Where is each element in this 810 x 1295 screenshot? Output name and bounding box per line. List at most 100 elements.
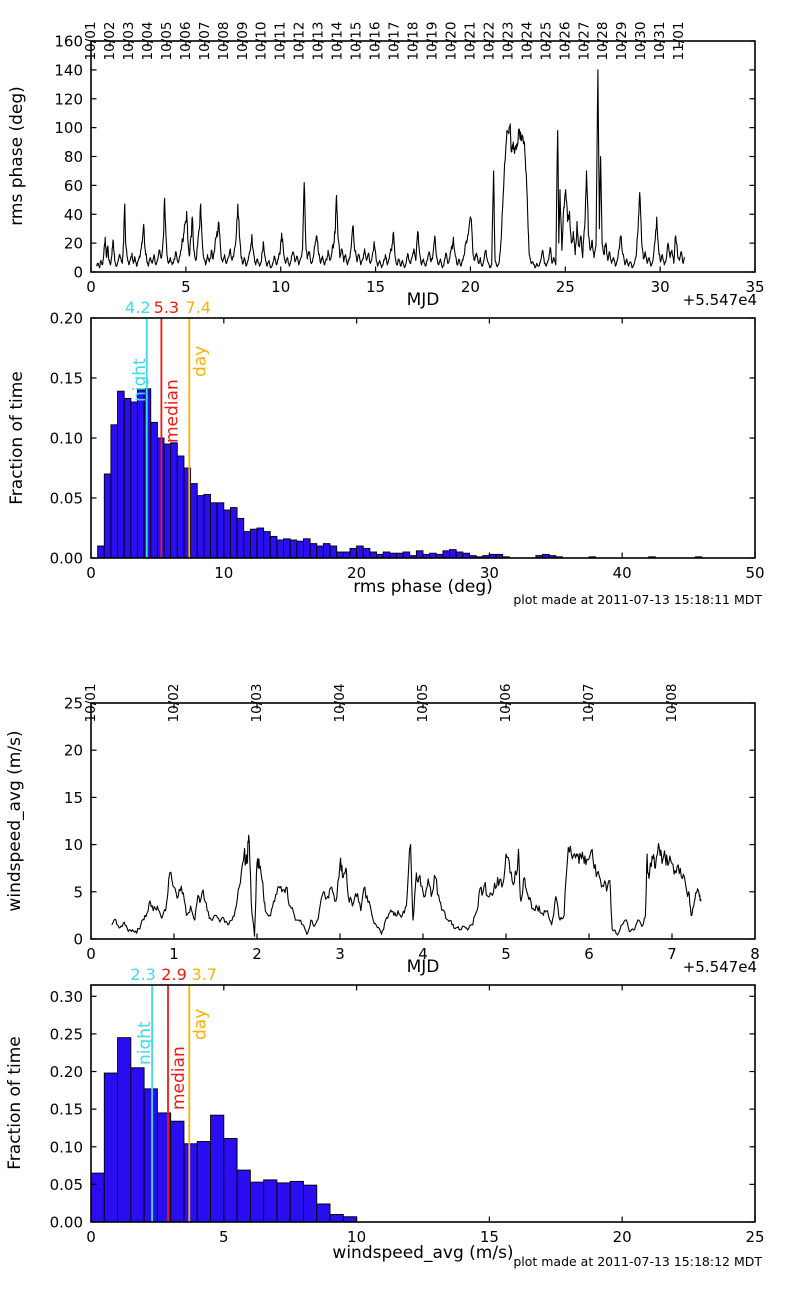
night-value-label: 4.2 <box>125 298 150 317</box>
y-tick-label: 40 <box>64 206 83 224</box>
date-label: 10/14 <box>330 22 346 61</box>
date-label: 11/01 <box>671 22 687 61</box>
y-tick-label: 0.15 <box>50 370 83 388</box>
windspeed-histogram-xlabel: windspeed_avg (m/s) <box>332 1243 513 1263</box>
x-tick-label: 10 <box>214 564 233 582</box>
histogram-bar <box>163 443 172 559</box>
plot-timestamp: plot made at 2011-07-13 15:18:11 MDT <box>513 592 762 607</box>
histogram-bar <box>303 538 311 559</box>
histogram-bar <box>130 401 138 559</box>
y-tick-label: 0.05 <box>50 1176 83 1194</box>
histogram-bar <box>223 1138 238 1223</box>
date-label: 10/27 <box>576 22 592 61</box>
x-tick-label: 25 <box>745 1228 764 1246</box>
night-value-label: 2.3 <box>130 965 155 984</box>
histogram-bar <box>349 547 358 559</box>
date-label: 10/06 <box>498 684 514 723</box>
histogram-bar <box>283 538 291 559</box>
y-tick-label: 25 <box>64 695 83 713</box>
date-label: 10/05 <box>415 684 431 723</box>
x-tick-label: 7 <box>667 945 677 963</box>
x-tick-label: 30 <box>651 278 670 296</box>
histogram-bar <box>223 509 231 559</box>
histogram-bar <box>103 473 112 559</box>
x-tick-label: 20 <box>613 1228 632 1246</box>
windspeed-timeseries-ylabel: windspeed_avg (m/s) <box>5 730 25 911</box>
x-axis-offset-label: +5.547e4 <box>683 958 757 976</box>
histogram-bar <box>316 1203 331 1223</box>
histogram-bar <box>150 421 158 559</box>
histogram-bar <box>176 455 185 559</box>
median-text-label: median <box>169 1046 189 1110</box>
rms-phase-timeseries: 0 5 10 15 20 25 30 35 0 20 40 60 80 100 120 140 160 10/01… <box>7 22 765 310</box>
date-label: 10/23 <box>500 22 516 61</box>
histogram-bar <box>183 1143 198 1223</box>
histogram-bar <box>170 442 178 559</box>
histogram-bar <box>303 1184 318 1223</box>
histogram-bar <box>117 1037 132 1223</box>
histogram-bar <box>256 527 265 559</box>
x-tick-label: 50 <box>745 564 764 582</box>
date-label: 10/17 <box>387 22 403 61</box>
date-label: 10/06 <box>178 22 194 61</box>
histogram-bar <box>249 1181 265 1223</box>
y-tick-label: 80 <box>64 148 83 166</box>
y-tick-label: 0 <box>73 264 83 282</box>
histogram-bar <box>442 550 451 559</box>
y-tick-label: 0.20 <box>50 1063 83 1081</box>
x-tick-label: 20 <box>461 278 480 296</box>
histogram-bar <box>130 1067 145 1223</box>
x-tick-label: 1 <box>169 945 179 963</box>
histogram-bar <box>170 1120 185 1223</box>
histogram-bar <box>137 389 145 559</box>
x-tick-label: 10 <box>271 278 290 296</box>
median-text-label: median <box>162 379 182 443</box>
x-axis-offset-label: +5.547e4 <box>683 291 757 309</box>
night-text-label: night <box>135 1021 155 1065</box>
histogram-bar <box>210 1114 225 1223</box>
date-label: 10/26 <box>557 22 573 61</box>
y-tick-label: 5 <box>73 883 83 901</box>
histogram-bar <box>329 545 338 559</box>
histogram-bar <box>103 1072 119 1223</box>
x-tick-label: 0 <box>86 945 96 963</box>
rms-phase-timeseries-xlabel: MJD <box>407 290 440 310</box>
histogram-bar <box>449 549 457 559</box>
histogram-bar <box>296 540 304 559</box>
y-tick-label: 0.00 <box>50 550 83 568</box>
histogram-bar <box>117 390 125 559</box>
y-tick-label: 60 <box>64 177 83 195</box>
date-label: 10/02 <box>102 22 118 61</box>
histogram-bar <box>110 424 119 559</box>
date-label: 10/05 <box>159 22 175 61</box>
plot-timestamp: plot made at 2011-07-13 15:18:12 MDT <box>513 1254 762 1269</box>
date-label: 10/28 <box>595 22 611 61</box>
x-tick-label: 0 <box>86 564 96 582</box>
y-tick-label: 20 <box>64 742 83 760</box>
x-tick-label: 5 <box>181 278 191 296</box>
rms-phase-histogram: 4.2 night 5.3 median 7.4 day 0 10 20 30 40 50 0.00 0.… <box>7 298 765 607</box>
date-label: 10/07 <box>197 22 213 61</box>
rms-phase-timeseries-ylabel: rms phase (deg) <box>7 86 27 226</box>
date-label: 10/11 <box>273 22 289 61</box>
histogram-bar <box>309 543 318 559</box>
date-label: 10/03 <box>121 22 137 61</box>
x-tick-label: 8 <box>750 945 760 963</box>
histogram-bar <box>90 1172 105 1223</box>
histogram-bar <box>263 531 271 559</box>
y-tick-label: 0.10 <box>50 1138 83 1156</box>
y-tick-label: 0.05 <box>50 490 83 508</box>
y-tick-label: 0.10 <box>50 430 83 448</box>
histogram-bar <box>97 545 105 559</box>
y-tick-label: 0 <box>73 931 83 949</box>
x-tick-label: 30 <box>480 564 499 582</box>
night-text-label: night <box>130 358 150 402</box>
x-tick-label: 4 <box>418 945 428 963</box>
date-label: 10/13 <box>311 22 327 61</box>
date-label: 10/16 <box>368 22 384 61</box>
x-tick-label: 15 <box>480 1228 499 1246</box>
date-label: 10/18 <box>406 22 422 61</box>
date-label: 10/15 <box>349 22 365 61</box>
date-label: 10/09 <box>235 22 251 61</box>
rms-phase-histogram-bars <box>97 388 703 559</box>
